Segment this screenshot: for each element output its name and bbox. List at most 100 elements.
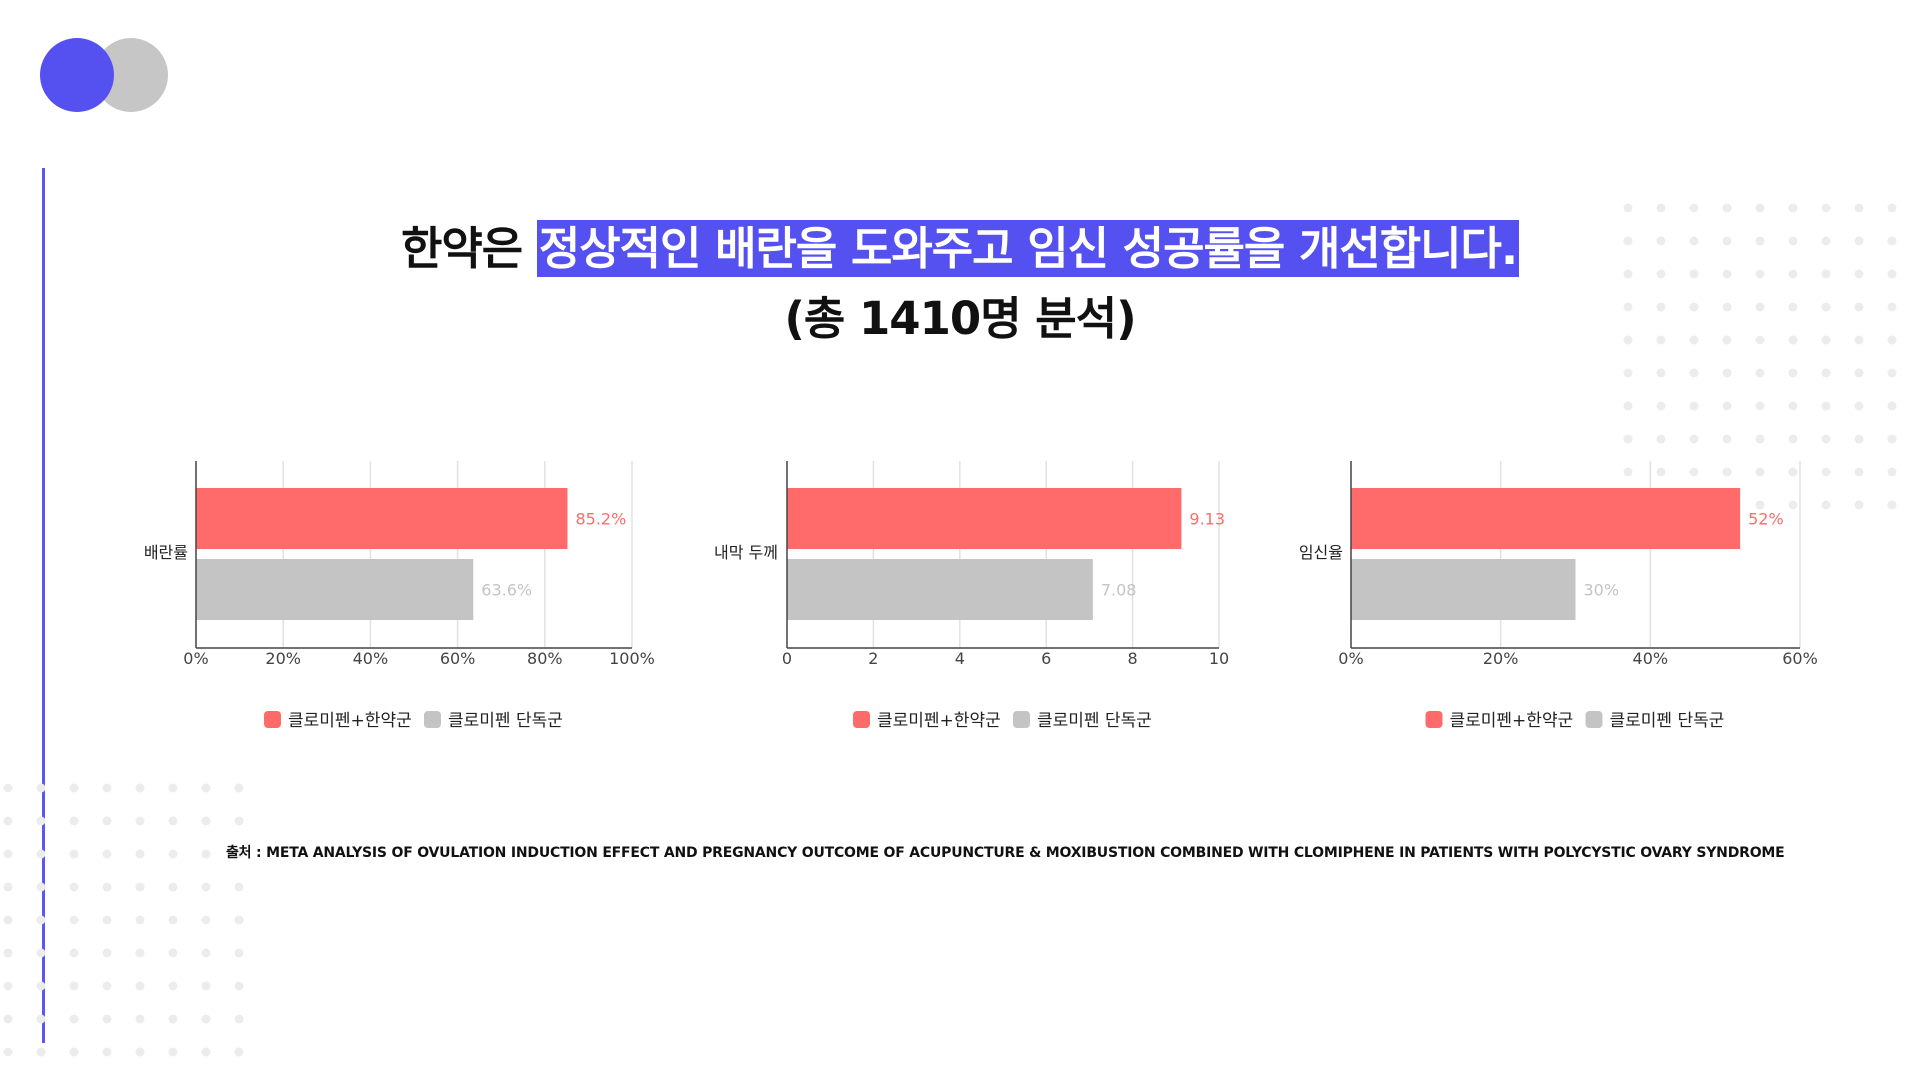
pattern-dot bbox=[168, 981, 178, 991]
data-label: 30% bbox=[1584, 581, 1620, 600]
pattern-dot bbox=[1821, 236, 1831, 246]
pattern-dot bbox=[1623, 335, 1633, 345]
pattern-dot bbox=[3, 849, 13, 859]
pattern-dot bbox=[102, 816, 112, 826]
pattern-dot bbox=[69, 1047, 79, 1057]
pattern-dot bbox=[69, 783, 79, 793]
pattern-dot bbox=[1689, 302, 1699, 312]
legend-swatch bbox=[1013, 711, 1030, 728]
pattern-dot bbox=[1755, 335, 1765, 345]
logo-blue-circle bbox=[40, 38, 114, 112]
pattern-dot bbox=[1623, 467, 1633, 477]
pattern-dot bbox=[3, 882, 13, 892]
pattern-dot bbox=[3, 783, 13, 793]
pattern-dot bbox=[135, 1014, 145, 1024]
tick-label: 8 bbox=[1128, 649, 1138, 668]
tick-label: 100% bbox=[609, 649, 655, 668]
pattern-dot bbox=[234, 948, 244, 958]
pattern-dot bbox=[1722, 401, 1732, 411]
pattern-dot bbox=[1656, 434, 1666, 444]
pattern-dot bbox=[201, 948, 211, 958]
page-subtitle: (총 1410명 분석) bbox=[784, 292, 1136, 345]
legend-label: 클로미펜+한약군 bbox=[1450, 711, 1574, 731]
pattern-dot bbox=[1788, 401, 1798, 411]
bar-alone bbox=[196, 559, 474, 620]
pattern-dot bbox=[3, 816, 13, 826]
pattern-dot bbox=[69, 948, 79, 958]
pattern-dot bbox=[234, 915, 244, 925]
pattern-dot bbox=[1722, 335, 1732, 345]
pattern-dot bbox=[1788, 269, 1798, 279]
pattern-dot bbox=[135, 981, 145, 991]
pattern-dot bbox=[1887, 368, 1897, 378]
pattern-dot bbox=[168, 915, 178, 925]
pattern-dot bbox=[168, 1047, 178, 1057]
pattern-dot bbox=[1887, 236, 1897, 246]
pattern-dot bbox=[1887, 269, 1897, 279]
pattern-dot bbox=[1854, 467, 1864, 477]
source-citation: 출처 : META ANALYSIS OF OVULATION INDUCTIO… bbox=[226, 845, 1785, 861]
tick-label: 40% bbox=[353, 649, 389, 668]
data-label: 9.13 bbox=[1189, 510, 1225, 529]
pattern-dot bbox=[1689, 269, 1699, 279]
legend-swatch bbox=[1425, 711, 1443, 728]
pattern-dot bbox=[1854, 302, 1864, 312]
pattern-dot bbox=[1887, 335, 1897, 345]
pattern-dot bbox=[135, 783, 145, 793]
pattern-dot bbox=[1722, 368, 1732, 378]
pattern-dot bbox=[1821, 500, 1831, 510]
tick-label: 10 bbox=[1209, 649, 1229, 668]
pattern-dot bbox=[135, 882, 145, 892]
bar-alone bbox=[787, 559, 1093, 620]
bar-combined bbox=[1351, 488, 1741, 549]
pattern-dot bbox=[201, 1047, 211, 1057]
pattern-dot bbox=[1788, 335, 1798, 345]
pattern-dot bbox=[135, 849, 145, 859]
data-label: 7.08 bbox=[1101, 581, 1137, 600]
pattern-dot bbox=[102, 1014, 112, 1024]
data-label: 52% bbox=[1748, 510, 1784, 529]
tick-label: 40% bbox=[1633, 649, 1669, 668]
pattern-dot bbox=[1755, 368, 1765, 378]
category-label: 배란률 bbox=[144, 543, 188, 562]
pattern-dot bbox=[1656, 302, 1666, 312]
pattern-dot bbox=[69, 816, 79, 826]
pattern-dot bbox=[1788, 203, 1798, 213]
pattern-dot bbox=[234, 849, 244, 859]
pattern-dot bbox=[1689, 401, 1699, 411]
tick-label: 6 bbox=[1041, 649, 1051, 668]
pattern-dot bbox=[1821, 467, 1831, 477]
pattern-dot bbox=[201, 981, 211, 991]
accent-vertical-line bbox=[42, 168, 45, 1043]
pattern-dot bbox=[1788, 368, 1798, 378]
tick-label: 80% bbox=[527, 649, 563, 668]
pattern-dot bbox=[3, 1014, 13, 1024]
dot-pattern-left bbox=[3, 783, 244, 1057]
pattern-dot bbox=[234, 816, 244, 826]
pattern-dot bbox=[1656, 203, 1666, 213]
pattern-dot bbox=[69, 849, 79, 859]
pattern-dot bbox=[1689, 434, 1699, 444]
pattern-dot bbox=[1821, 434, 1831, 444]
tick-label: 2 bbox=[868, 649, 878, 668]
pattern-dot bbox=[1887, 467, 1897, 477]
pattern-dot bbox=[1821, 401, 1831, 411]
bar-combined bbox=[196, 488, 568, 549]
tick-label: 60% bbox=[1782, 649, 1818, 668]
legend-label: 클로미펜+한약군 bbox=[288, 711, 412, 731]
data-label: 85.2% bbox=[575, 510, 626, 529]
pattern-dot bbox=[3, 915, 13, 925]
pattern-dot bbox=[36, 1047, 46, 1057]
pattern-dot bbox=[1656, 401, 1666, 411]
pattern-dot bbox=[69, 1014, 79, 1024]
pattern-dot bbox=[1755, 401, 1765, 411]
pattern-dot bbox=[36, 1014, 46, 1024]
tick-label: 0% bbox=[183, 649, 208, 668]
pattern-dot bbox=[1887, 500, 1897, 510]
pattern-dot bbox=[102, 882, 112, 892]
pattern-dot bbox=[3, 948, 13, 958]
tick-label: 20% bbox=[265, 649, 301, 668]
pattern-dot bbox=[168, 948, 178, 958]
